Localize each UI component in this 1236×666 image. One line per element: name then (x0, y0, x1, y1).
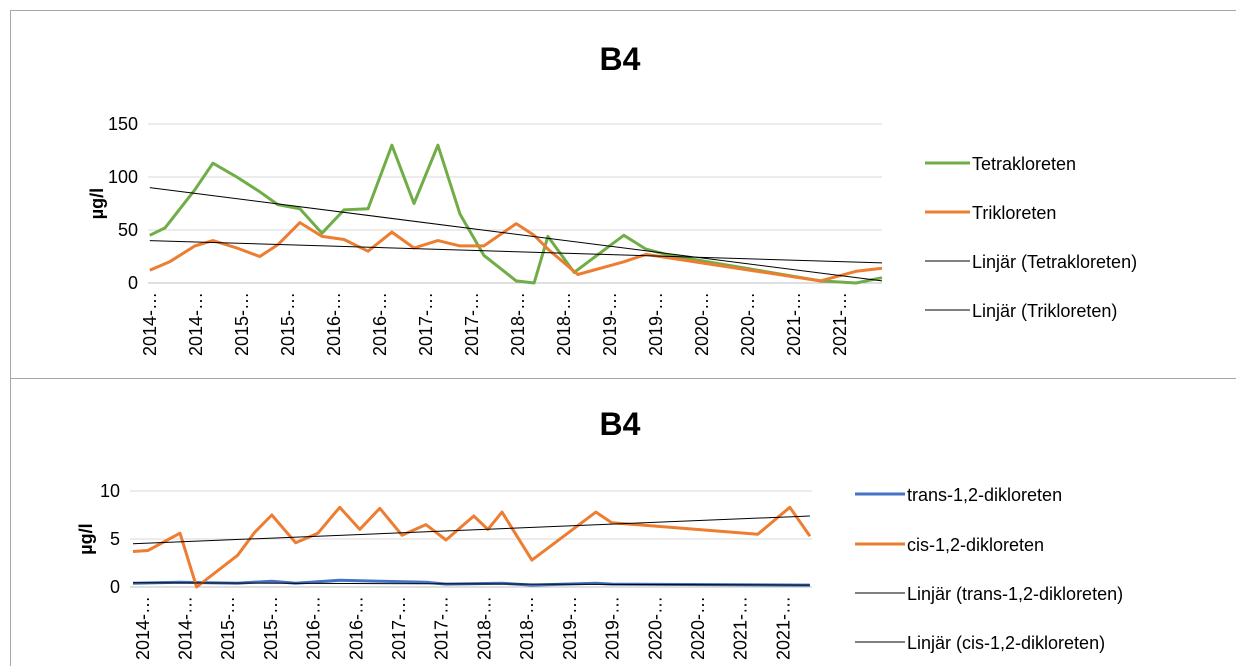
x-tick-label: 2020-… (645, 596, 665, 660)
y-tick-label: 10 (100, 481, 120, 501)
x-tick-label: 2017-… (462, 292, 482, 356)
x-tick-label: 2017-… (432, 596, 452, 660)
x-tick-label: 2014-… (186, 292, 206, 356)
x-tick-label: 2014-… (176, 596, 196, 660)
legend-label: trans-1,2-dikloreten (907, 485, 1062, 505)
x-tick-label: 2016-… (324, 292, 344, 356)
data-line (149, 143, 883, 285)
x-tick-label: 2018-… (508, 292, 528, 356)
x-tick-label: 2018-… (554, 292, 574, 356)
legend-label: Linjär (Tetrakloreten) (972, 252, 1137, 272)
y-tick-label: 150 (108, 114, 138, 134)
data-line (132, 505, 812, 589)
trend-line (149, 240, 883, 264)
y-tick-label: 100 (108, 167, 138, 187)
x-tick-label: 2020-… (738, 292, 758, 356)
legend-label: Linjär (Trikloreten) (972, 301, 1117, 321)
y-tick-label: 5 (110, 529, 120, 549)
x-tick-label: 2015-… (261, 596, 281, 660)
x-tick-label: 2016-… (304, 596, 324, 660)
x-tick-label: 2021-… (830, 292, 850, 356)
data-line (149, 221, 883, 283)
chart-border (10, 378, 1236, 666)
x-tick-label: 2019-… (603, 596, 623, 660)
legend-label: Linjär (cis-1,2-dikloreten) (907, 633, 1105, 653)
x-tick-label: 2020-… (688, 596, 708, 660)
x-tick-label: 2019-… (560, 596, 580, 660)
x-tick-label: 2020-… (692, 292, 712, 356)
chart-title: B4 (600, 406, 641, 442)
legend-label: Tetrakloreten (972, 154, 1076, 174)
x-tick-label: 2014-… (133, 596, 153, 660)
x-tick-label: 2017-… (389, 596, 409, 660)
legend-label: Trikloreten (972, 203, 1056, 223)
x-tick-label: 2018-… (474, 596, 494, 660)
x-tick-label: 2015-… (278, 292, 298, 356)
y-axis-label: µg/l (87, 188, 107, 219)
legend-label: Linjär (trans-1,2-dikloreten) (907, 584, 1123, 604)
x-tick-label: 2019-… (646, 292, 666, 356)
x-tick-label: 2021-… (731, 596, 751, 660)
legend-label: cis-1,2-dikloreten (907, 535, 1044, 555)
y-tick-label: 0 (128, 273, 138, 293)
x-tick-label: 2015-… (232, 292, 252, 356)
y-tick-label: 0 (110, 577, 120, 597)
x-tick-label: 2018-… (517, 596, 537, 660)
x-tick-label: 2016-… (370, 292, 390, 356)
x-tick-label: 2015-… (218, 596, 238, 660)
y-axis-label: µg/l (76, 523, 96, 554)
chart-title: B4 (600, 41, 641, 77)
x-tick-label: 2017-… (416, 292, 436, 356)
trend-line (149, 187, 883, 282)
x-tick-label: 2021-… (773, 596, 793, 660)
x-tick-label: 2021-… (784, 292, 804, 356)
trend-line (132, 582, 810, 586)
trend-line (132, 515, 810, 545)
x-tick-label: 2014-… (140, 292, 160, 356)
x-tick-label: 2016-… (346, 596, 366, 660)
y-tick-label: 50 (118, 220, 138, 240)
x-tick-label: 2019-… (600, 292, 620, 356)
